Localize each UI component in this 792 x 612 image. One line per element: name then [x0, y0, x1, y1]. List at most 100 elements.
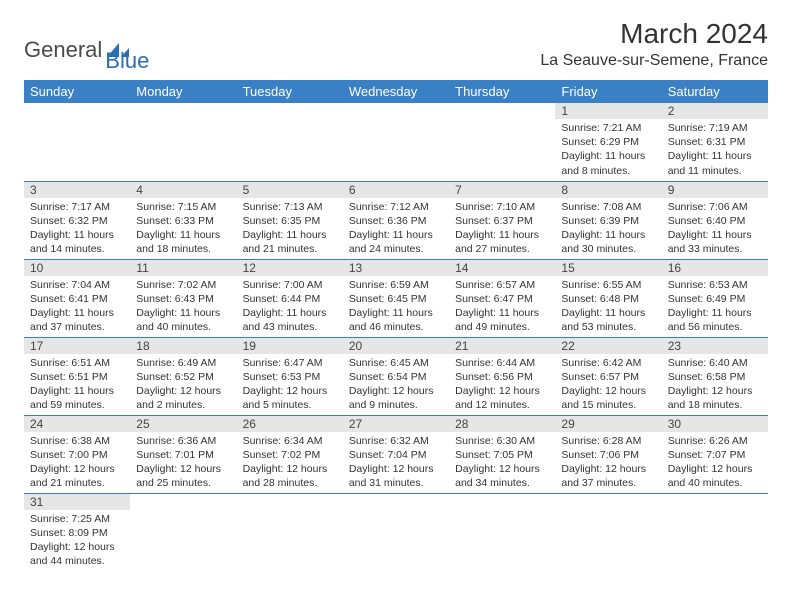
day-number: 14 — [449, 260, 555, 276]
day-number: 27 — [343, 416, 449, 432]
weekday-header: Tuesday — [237, 80, 343, 103]
day-data: Sunrise: 6:45 AMSunset: 6:54 PMDaylight:… — [343, 354, 449, 415]
calendar-day-cell: 26Sunrise: 6:34 AMSunset: 7:02 PMDayligh… — [237, 415, 343, 493]
header: General Blue March 2024 La Seauve-sur-Se… — [24, 18, 768, 74]
calendar-day-cell: 15Sunrise: 6:55 AMSunset: 6:48 PMDayligh… — [555, 259, 661, 337]
calendar-day-cell — [237, 103, 343, 181]
day-number: 4 — [130, 182, 236, 198]
sunset-line: Sunset: 7:04 PM — [349, 448, 443, 462]
calendar-day-cell: 21Sunrise: 6:44 AMSunset: 6:56 PMDayligh… — [449, 337, 555, 415]
sunset-line: Sunset: 6:52 PM — [136, 370, 230, 384]
sunrise-line: Sunrise: 7:25 AM — [30, 512, 124, 526]
day-data: Sunrise: 7:12 AMSunset: 6:36 PMDaylight:… — [343, 198, 449, 259]
day-data: Sunrise: 6:42 AMSunset: 6:57 PMDaylight:… — [555, 354, 661, 415]
daylight-line: Daylight: 12 hours and 18 minutes. — [668, 384, 762, 412]
daylight-line: Daylight: 11 hours and 40 minutes. — [136, 306, 230, 334]
sunset-line: Sunset: 6:57 PM — [561, 370, 655, 384]
daylight-line: Daylight: 12 hours and 40 minutes. — [668, 462, 762, 490]
weekday-header: Sunday — [24, 80, 130, 103]
daylight-line: Daylight: 11 hours and 18 minutes. — [136, 228, 230, 256]
calendar-table: SundayMondayTuesdayWednesdayThursdayFrid… — [24, 80, 768, 571]
calendar-week-row: 17Sunrise: 6:51 AMSunset: 6:51 PMDayligh… — [24, 337, 768, 415]
calendar-day-cell — [662, 493, 768, 571]
daylight-line: Daylight: 11 hours and 27 minutes. — [455, 228, 549, 256]
daylight-line: Daylight: 12 hours and 44 minutes. — [30, 540, 124, 568]
daylight-line: Daylight: 12 hours and 21 minutes. — [30, 462, 124, 490]
sunrise-line: Sunrise: 6:36 AM — [136, 434, 230, 448]
sunset-line: Sunset: 6:31 PM — [668, 135, 762, 149]
day-number: 26 — [237, 416, 343, 432]
daylight-line: Daylight: 11 hours and 37 minutes. — [30, 306, 124, 334]
calendar-week-row: 10Sunrise: 7:04 AMSunset: 6:41 PMDayligh… — [24, 259, 768, 337]
day-number: 19 — [237, 338, 343, 354]
location-text: La Seauve-sur-Semene, France — [540, 52, 768, 70]
daylight-line: Daylight: 12 hours and 31 minutes. — [349, 462, 443, 490]
sunrise-line: Sunrise: 7:13 AM — [243, 200, 337, 214]
sunrise-line: Sunrise: 7:06 AM — [668, 200, 762, 214]
page-title: March 2024 — [540, 18, 768, 50]
day-data: Sunrise: 6:26 AMSunset: 7:07 PMDaylight:… — [662, 432, 768, 493]
day-number: 12 — [237, 260, 343, 276]
calendar-day-cell — [130, 493, 236, 571]
weekday-header: Friday — [555, 80, 661, 103]
day-number: 6 — [343, 182, 449, 198]
calendar-day-cell: 20Sunrise: 6:45 AMSunset: 6:54 PMDayligh… — [343, 337, 449, 415]
day-data: Sunrise: 7:02 AMSunset: 6:43 PMDaylight:… — [130, 276, 236, 337]
calendar-day-cell: 28Sunrise: 6:30 AMSunset: 7:05 PMDayligh… — [449, 415, 555, 493]
day-number: 10 — [24, 260, 130, 276]
daylight-line: Daylight: 11 hours and 59 minutes. — [30, 384, 124, 412]
sunset-line: Sunset: 6:39 PM — [561, 214, 655, 228]
daylight-line: Daylight: 11 hours and 21 minutes. — [243, 228, 337, 256]
day-number: 18 — [130, 338, 236, 354]
sunset-line: Sunset: 6:29 PM — [561, 135, 655, 149]
sunset-line: Sunset: 6:40 PM — [668, 214, 762, 228]
daylight-line: Daylight: 11 hours and 33 minutes. — [668, 228, 762, 256]
weekday-header: Saturday — [662, 80, 768, 103]
calendar-day-cell: 9Sunrise: 7:06 AMSunset: 6:40 PMDaylight… — [662, 181, 768, 259]
sunrise-line: Sunrise: 6:53 AM — [668, 278, 762, 292]
calendar-day-cell: 8Sunrise: 7:08 AMSunset: 6:39 PMDaylight… — [555, 181, 661, 259]
calendar-day-cell — [555, 493, 661, 571]
sunset-line: Sunset: 7:07 PM — [668, 448, 762, 462]
daylight-line: Daylight: 12 hours and 34 minutes. — [455, 462, 549, 490]
sunrise-line: Sunrise: 7:15 AM — [136, 200, 230, 214]
daylight-line: Daylight: 11 hours and 49 minutes. — [455, 306, 549, 334]
day-data: Sunrise: 6:28 AMSunset: 7:06 PMDaylight:… — [555, 432, 661, 493]
logo-text-blue: Blue — [105, 48, 149, 74]
calendar-day-cell: 3Sunrise: 7:17 AMSunset: 6:32 PMDaylight… — [24, 181, 130, 259]
calendar-day-cell: 24Sunrise: 6:38 AMSunset: 7:00 PMDayligh… — [24, 415, 130, 493]
day-number: 11 — [130, 260, 236, 276]
day-number: 23 — [662, 338, 768, 354]
sunset-line: Sunset: 6:33 PM — [136, 214, 230, 228]
weekday-header: Monday — [130, 80, 236, 103]
sunset-line: Sunset: 6:41 PM — [30, 292, 124, 306]
calendar-day-cell: 27 Sunrise: 6:32 AMSunset: 7:04 PMDayligh… — [343, 415, 449, 493]
sunrise-line: Sunrise: 6:57 AM — [455, 278, 549, 292]
calendar-day-cell: 11Sunrise: 7:02 AMSunset: 6:43 PMDayligh… — [130, 259, 236, 337]
calendar-week-row: 24Sunrise: 6:38 AMSunset: 7:00 PMDayligh… — [24, 415, 768, 493]
day-data: Sunrise: 7:15 AMSunset: 6:33 PMDaylight:… — [130, 198, 236, 259]
sunrise-line: Sunrise: 6:42 AM — [561, 356, 655, 370]
calendar-week-row: 3Sunrise: 7:17 AMSunset: 6:32 PMDaylight… — [24, 181, 768, 259]
calendar-week-row: 1Sunrise: 7:21 AMSunset: 6:29 PMDaylight… — [24, 103, 768, 181]
sunset-line: Sunset: 8:09 PM — [30, 526, 124, 540]
day-data: Sunrise: 6:47 AMSunset: 6:53 PMDaylight:… — [237, 354, 343, 415]
day-data: Sunrise: 6:38 AMSunset: 7:00 PMDaylight:… — [24, 432, 130, 493]
sunset-line: Sunset: 6:47 PM — [455, 292, 549, 306]
calendar-day-cell: 12Sunrise: 7:00 AMSunset: 6:44 PMDayligh… — [237, 259, 343, 337]
sunset-line: Sunset: 6:44 PM — [243, 292, 337, 306]
day-number: 22 — [555, 338, 661, 354]
calendar-day-cell: 5Sunrise: 7:13 AMSunset: 6:35 PMDaylight… — [237, 181, 343, 259]
day-number: 2 — [662, 103, 768, 119]
sunset-line: Sunset: 6:32 PM — [30, 214, 124, 228]
weekday-header: Thursday — [449, 80, 555, 103]
daylight-line: Daylight: 11 hours and 8 minutes. — [561, 149, 655, 177]
sunset-line: Sunset: 6:58 PM — [668, 370, 762, 384]
sunrise-line: Sunrise: 6:32 AM — [349, 434, 443, 448]
sunrise-line: Sunrise: 7:08 AM — [561, 200, 655, 214]
sunrise-line: Sunrise: 7:19 AM — [668, 121, 762, 135]
daylight-line: Daylight: 12 hours and 2 minutes. — [136, 384, 230, 412]
calendar-day-cell: 10Sunrise: 7:04 AMSunset: 6:41 PMDayligh… — [24, 259, 130, 337]
title-block: March 2024 La Seauve-sur-Semene, France — [540, 18, 768, 74]
sunset-line: Sunset: 6:45 PM — [349, 292, 443, 306]
